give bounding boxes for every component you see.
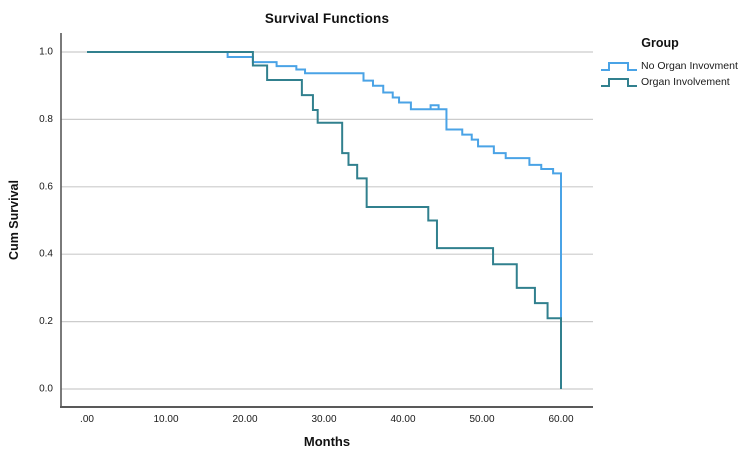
step-line-swatch-icon <box>601 61 637 71</box>
x-tick-label: 10.00 <box>153 414 178 425</box>
step-line-swatch-icon <box>601 77 637 87</box>
x-tick-label: 50.00 <box>469 414 494 425</box>
legend-title: Group <box>641 36 679 50</box>
x-tick-label: .00 <box>80 414 94 425</box>
survival-step-curve <box>87 51 562 389</box>
x-tick-label: 60.00 <box>548 414 573 425</box>
y-tick-label: 0.6 <box>39 181 53 192</box>
y-tick-label: 0.0 <box>39 384 53 395</box>
censor-mark <box>429 104 440 110</box>
x-tick-label: 40.00 <box>390 414 415 425</box>
chart-title: Survival Functions <box>264 11 390 26</box>
y-tick-label: 0.2 <box>39 316 53 327</box>
legend-item: No Organ Invovment <box>600 58 752 73</box>
survival-step-curve <box>87 51 562 389</box>
x-tick-label: 20.00 <box>232 414 257 425</box>
legend: Group No Organ Invovment Organ Involveme… <box>600 36 752 90</box>
y-tick-label: 1.0 <box>39 47 53 58</box>
y-tick-label: 0.8 <box>39 114 53 125</box>
y-tick-label: 0.4 <box>39 249 53 260</box>
legend-label: Organ Involvement <box>641 75 730 88</box>
legend-item: Organ Involvement <box>600 74 752 89</box>
legend-label: No Organ Invovment <box>641 59 738 72</box>
x-tick-label: 30.00 <box>311 414 336 425</box>
x-axis-title: Months <box>303 434 351 449</box>
